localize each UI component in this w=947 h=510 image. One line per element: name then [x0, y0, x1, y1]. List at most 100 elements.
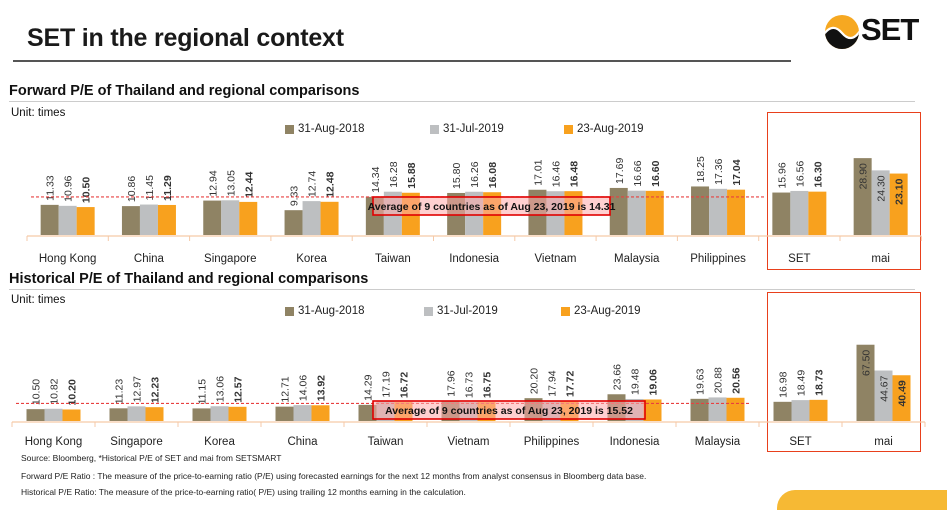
category-label: Malaysia	[614, 253, 660, 265]
data-label: 10.20	[67, 379, 79, 405]
bar-mai-s1	[871, 170, 890, 235]
data-label: 67.50	[861, 350, 873, 376]
legend-label: 31-Jul-2019	[437, 305, 498, 317]
legend-swatch-2018	[285, 124, 294, 134]
data-label: 14.34	[370, 166, 382, 192]
legend-swatch-aug2019	[561, 306, 570, 316]
data-label: 16.75	[482, 372, 494, 398]
bar-hong-kong-s2	[76, 207, 95, 235]
legend-swatch-jul2019	[430, 124, 439, 134]
data-label: 17.19	[381, 371, 393, 397]
data-label: 16.08	[487, 162, 499, 188]
category-label: Taiwan	[375, 253, 411, 265]
data-label: 16.73	[464, 372, 476, 398]
bar-malaysia-s0	[690, 398, 709, 421]
bar-singapore-s1	[127, 406, 146, 421]
data-label: 20.88	[713, 367, 725, 393]
historical-section-divider	[9, 289, 915, 290]
legend-swatch-aug2019	[564, 124, 573, 134]
bar-korea-s2	[228, 406, 247, 421]
historical-set-mai-highlight-box	[767, 292, 921, 452]
average-annotation-box	[372, 196, 611, 216]
footer-decorative-band	[777, 490, 947, 510]
bar-china-s0	[121, 206, 140, 235]
category-label: Vietnam	[534, 253, 576, 265]
data-label: 12.97	[132, 376, 144, 402]
bar-hong-kong-s0	[26, 409, 45, 421]
data-label: 12.71	[280, 376, 292, 402]
category-label: Korea	[204, 436, 235, 448]
data-label: 15.88	[406, 162, 418, 188]
data-label: 10.82	[49, 378, 61, 404]
bar-malaysia-s2	[645, 190, 664, 235]
data-label: 17.94	[547, 370, 559, 396]
bar-set-s2	[808, 191, 827, 235]
category-label: Singapore	[110, 436, 162, 448]
category-label: SET	[789, 436, 811, 448]
data-label: 12.94	[207, 170, 219, 196]
category-label: mai	[874, 436, 893, 448]
bar-korea-s0	[284, 210, 303, 235]
data-label: 10.50	[31, 379, 43, 405]
data-label: 16.48	[568, 161, 580, 187]
category-label: China	[134, 253, 165, 265]
data-label: 17.72	[565, 371, 577, 397]
data-label: 23.10	[894, 178, 906, 204]
historical-legend-item-aug2019: 23-Aug-2019	[561, 305, 641, 317]
data-label: 19.63	[695, 368, 707, 394]
data-label: 10.96	[63, 175, 75, 201]
data-label: 11.15	[197, 379, 209, 405]
average-annotation-box	[372, 400, 646, 420]
data-label: 15.96	[776, 162, 788, 188]
bar-china-s0	[275, 406, 294, 421]
data-label: 17.04	[731, 159, 743, 185]
data-label: 19.48	[630, 369, 642, 395]
category-label: Hong Kong	[39, 253, 97, 265]
forward-pe-chart: 11.33 10.96 10.50 Hong Kong 10.86 11.45 11.29 C…	[26, 156, 922, 265]
forward-legend-item-aug2019: 23-Aug-2019	[564, 123, 644, 135]
page-title: SET in the regional context	[27, 24, 344, 52]
data-label: 16.66	[632, 160, 644, 186]
set-sun-wave-logo-icon	[825, 15, 859, 49]
bar-singapore-s2	[145, 407, 164, 421]
category-label: Philippines	[524, 436, 580, 448]
bar-singapore-s0	[203, 200, 222, 235]
data-label: 16.60	[650, 160, 662, 186]
legend-swatch-2018	[285, 306, 294, 316]
data-label: 16.72	[399, 372, 411, 398]
bar-set-s0	[772, 192, 791, 235]
bar-singapore-s1	[221, 200, 240, 235]
data-label: 13.06	[215, 376, 227, 402]
bar-taiwan-s0	[358, 404, 377, 421]
data-label: 18.25	[695, 156, 707, 182]
bar-china-s2	[311, 405, 330, 421]
data-label: 15.80	[451, 163, 463, 189]
data-label: 14.29	[363, 374, 375, 400]
bar-malaysia-s0	[609, 187, 628, 235]
forward-unit-label: Unit: times	[11, 107, 66, 119]
bar-set-s0	[773, 401, 792, 421]
bar-korea-s2	[320, 201, 339, 235]
bar-set-s1	[790, 190, 809, 235]
legend-label: 31-Aug-2018	[298, 305, 365, 317]
bar-philippines-s0	[691, 186, 710, 235]
bar-mai-s0	[856, 344, 875, 421]
historical-section-title: Historical P/E of Thailand and regional …	[9, 271, 369, 287]
bar-hong-kong-s2	[62, 409, 81, 421]
data-label: 12.74	[307, 171, 319, 197]
data-label: 16.28	[388, 161, 400, 187]
bar-philippines-s2	[727, 189, 746, 235]
title-divider	[13, 60, 791, 62]
data-label: 11.45	[144, 175, 156, 201]
data-label: 17.01	[532, 159, 544, 185]
data-label: 14.06	[298, 375, 310, 401]
bar-mai-s2	[892, 375, 911, 421]
bar-malaysia-s1	[627, 190, 646, 235]
bar-hong-kong-s1	[44, 408, 63, 421]
historical-legend-item-2018: 31-Aug-2018	[285, 305, 365, 317]
forward-legend-item-jul2019: 31-Jul-2019	[430, 123, 504, 135]
bar-mai-s1	[874, 370, 893, 421]
category-label: Singapore	[204, 253, 256, 265]
bar-korea-s0	[192, 408, 211, 421]
data-label: 18.49	[796, 370, 808, 396]
